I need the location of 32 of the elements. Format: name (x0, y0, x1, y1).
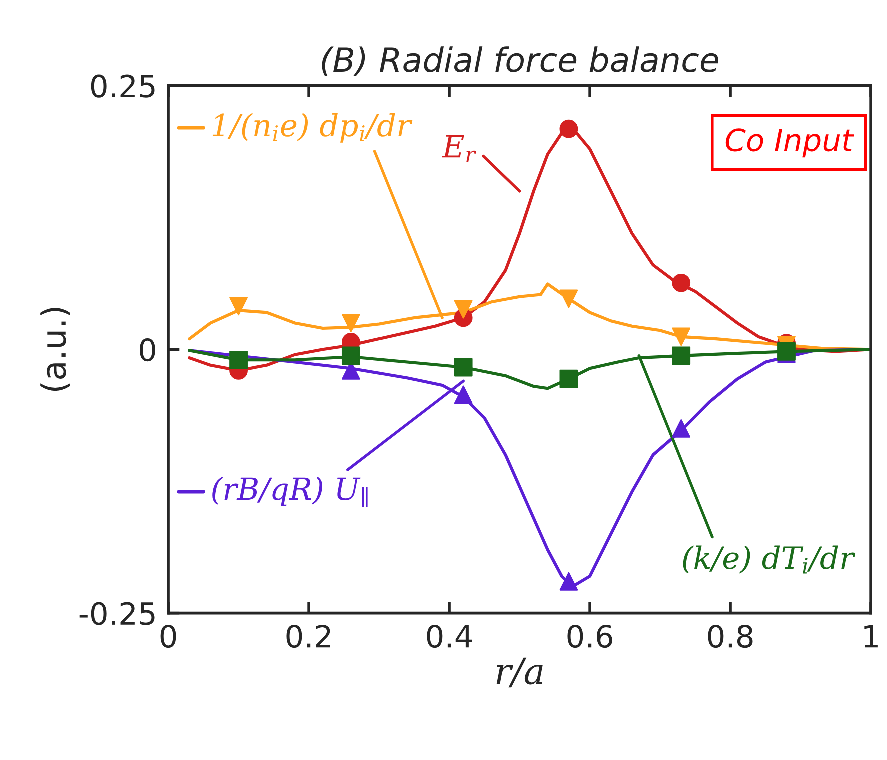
point (560, 370, 578, 388)
point (342, 346, 360, 366)
x-tick-label: 1 (864, 625, 878, 648)
point (342, 314, 360, 332)
point (672, 420, 691, 438)
point (672, 274, 691, 292)
point (454, 358, 473, 377)
x-tick-label: 0.6 (568, 624, 612, 648)
point (230, 297, 248, 316)
x-tick-label: 0 (160, 624, 176, 648)
legend-label: (rB/qR) U$_{∥}$ (212, 476, 368, 507)
y-tick-label: -0.25 (80, 602, 155, 626)
text: (k/e) dT$_{i}$/dr (683, 546, 856, 574)
y-tick-label: 0.25 (91, 74, 155, 98)
text: E$_{r}$ (442, 135, 476, 162)
point (454, 386, 473, 404)
x-tick-label: 0.8 (708, 624, 753, 648)
point (230, 350, 248, 370)
point (454, 300, 473, 319)
chart-title: (B) Radial force balance (322, 46, 718, 76)
x-axis-title: r/a (496, 658, 543, 688)
annotation: Co Input (726, 128, 854, 158)
legend-label: 1/(n$_{i}$e) dp$_{i}$/dr (212, 113, 413, 143)
point (560, 120, 578, 138)
point (560, 572, 578, 591)
x-tick-label: 0.2 (286, 624, 330, 648)
y-axis-title: (a.u.) (40, 308, 70, 392)
point (672, 328, 691, 346)
point (672, 346, 691, 366)
point (560, 290, 578, 308)
y-tick-label: 0 (140, 338, 156, 362)
x-tick-label: 0.4 (427, 624, 472, 648)
